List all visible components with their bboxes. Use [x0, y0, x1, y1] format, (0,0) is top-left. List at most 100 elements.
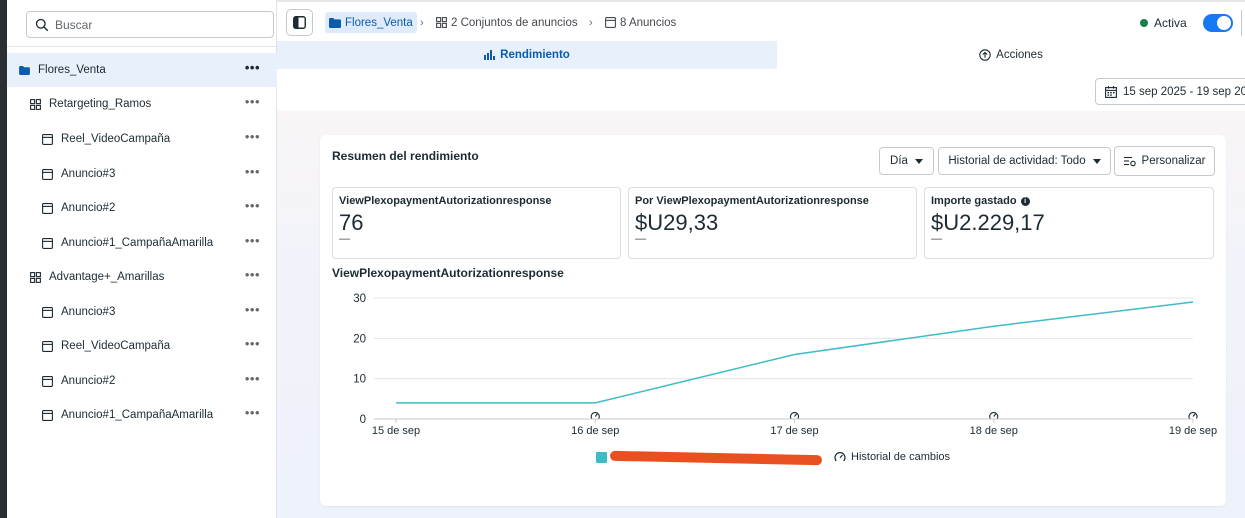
sidebar-tree-item[interactable]: Anuncio#3 ••• — [7, 295, 277, 329]
ad-icon — [605, 17, 616, 28]
ad-icon — [41, 375, 53, 387]
ad-icon — [41, 202, 53, 214]
sidebar-tree-item[interactable]: Reel_VideoCampaña ••• — [7, 329, 277, 363]
sidebar-tree-item[interactable]: Anuncio#1_CampañaAmarilla ••• — [7, 398, 277, 432]
search-input[interactable] — [55, 17, 255, 32]
tree-item-label: Reel_VideoCampaña — [61, 340, 171, 352]
x-tick-label: 19 de sep — [1169, 425, 1217, 437]
status-dot — [1140, 19, 1148, 27]
date-range-picker[interactable]: 15 sep 2025 - 19 sep 2025 — [1095, 78, 1245, 105]
change-history-marker-needle — [794, 413, 797, 417]
search-box[interactable] — [26, 11, 274, 38]
metric-delta: — — [339, 233, 350, 245]
more-options-icon[interactable]: ••• — [244, 336, 260, 351]
more-options-icon[interactable]: ••• — [244, 302, 260, 317]
metric-card-cost-per-result[interactable]: Por ViewPlexopaymentAutorizationresponse… — [628, 187, 917, 259]
topbar-separator — [1241, 10, 1245, 36]
tab-performance-label: Rendimiento — [500, 49, 570, 61]
tab-actions-label: Acciones — [996, 49, 1043, 61]
more-options-icon[interactable]: ••• — [244, 233, 260, 248]
legend-change-history-label: Historial de cambios — [851, 451, 951, 463]
toggle-panel-button[interactable] — [286, 9, 313, 36]
sidebar-divider — [7, 46, 277, 47]
customize-button[interactable]: Personalizar — [1114, 146, 1215, 176]
sidebar-tree-item[interactable]: Anuncio#2 ••• — [7, 191, 277, 225]
legend-swatch — [596, 451, 607, 463]
y-tick-label: 30 — [353, 293, 366, 305]
more-options-icon[interactable]: ••• — [244, 198, 260, 213]
ad-icon — [41, 168, 53, 180]
y-tick-label: 10 — [353, 374, 366, 386]
date-bar — [277, 69, 1245, 111]
metric-value: $U29,33 — [635, 210, 719, 235]
adset-grid-icon — [29, 98, 41, 110]
info-icon[interactable]: i — [1020, 196, 1030, 206]
more-options-icon[interactable]: ••• — [244, 129, 260, 144]
customize-label: Personalizar — [1141, 155, 1206, 167]
sidebar-tree-item[interactable]: Anuncio#2 ••• — [7, 364, 277, 398]
tree-item-label: Anuncio#2 — [61, 375, 116, 387]
change-history-marker-needle — [1192, 413, 1196, 417]
ad-icon — [41, 409, 53, 421]
breadcrumb-ads[interactable]: 8 Anuncios — [605, 12, 676, 33]
activity-history-dropdown[interactable]: Historial de actividad: Todo — [938, 147, 1111, 175]
breadcrumb-adsets-label: 2 Conjuntos de anuncios — [451, 16, 578, 29]
more-options-icon[interactable]: ••• — [244, 164, 260, 179]
breadcrumb-campaign-label: Flores_Venta — [345, 16, 413, 29]
x-tick-label: 17 de sep — [770, 425, 818, 437]
x-tick-label: 18 de sep — [970, 425, 1018, 437]
gauge-icon — [834, 451, 846, 463]
ad-icon — [41, 340, 53, 352]
sidebar-tree-item[interactable]: Reel_VideoCampaña ••• — [7, 122, 277, 156]
customize-columns-icon — [1123, 156, 1136, 167]
y-tick-label: 20 — [353, 333, 366, 345]
change-history-marker-needle — [594, 413, 598, 417]
sidebar-tree-item[interactable]: Retargeting_Ramos ••• — [7, 87, 277, 121]
x-tick-label: 15 de sep — [372, 425, 420, 437]
tab-performance[interactable]: Rendimiento — [277, 41, 777, 69]
caret-down-icon — [914, 158, 923, 164]
more-options-icon[interactable]: ••• — [244, 405, 260, 420]
change-history-marker — [1188, 412, 1198, 419]
series-line — [396, 301, 1194, 404]
chevron-right-icon: › — [589, 17, 593, 29]
sidebar-tree-item[interactable]: Advantage+_Amarillas ••• — [7, 260, 277, 294]
chart-title: ViewPlexopaymentAutorizationresponse — [332, 266, 564, 280]
change-history-marker — [590, 412, 600, 419]
metric-label: Por ViewPlexopaymentAutorizationresponse — [635, 195, 869, 207]
tree-item-label: Anuncio#2 — [61, 202, 116, 214]
breadcrumb-campaign[interactable]: Flores_Venta — [325, 12, 417, 33]
status-toggle[interactable] — [1203, 14, 1233, 32]
metric-card-results[interactable]: ViewPlexopaymentAutorizationresponse 76 … — [332, 187, 621, 259]
metric-card-amount-spent[interactable]: Importe gastado i $U2.229,17 — — [924, 187, 1214, 259]
metric-value: $U2.229,17 — [931, 210, 1045, 235]
more-options-icon[interactable]: ••• — [244, 371, 260, 386]
ad-icon — [41, 306, 53, 318]
granularity-dropdown[interactable]: Día — [879, 147, 934, 175]
metric-value: 76 — [339, 210, 364, 235]
more-options-icon[interactable]: ••• — [244, 60, 260, 75]
sidebar: Flores_Venta•••Retargeting_Ramos•••Reel_… — [7, 0, 277, 518]
tree-item-label: Anuncio#3 — [61, 306, 116, 318]
more-options-icon[interactable]: ••• — [244, 94, 260, 109]
legend-series[interactable] — [596, 449, 607, 465]
tree-item-label: Anuncio#3 — [61, 168, 116, 180]
circle-arrow-up-icon — [979, 49, 991, 61]
adset-grid-icon — [436, 17, 447, 28]
legend-change-history[interactable]: Historial de cambios — [834, 449, 950, 465]
breadcrumb-adsets[interactable]: 2 Conjuntos de anuncios — [436, 12, 578, 33]
metric-label: Importe gastado — [931, 195, 1017, 207]
view-tabs: Rendimiento Acciones — [277, 41, 1245, 69]
sidebar-tree-item[interactable]: Flores_Venta ••• — [7, 53, 277, 87]
tree-item-label: Flores_Venta — [38, 64, 106, 76]
sidebar-tree-item[interactable]: Anuncio#1_CampañaAmarilla ••• — [7, 226, 277, 260]
status-label: Activa — [1154, 16, 1187, 30]
tree-item-label: Advantage+_Amarillas — [49, 271, 165, 283]
more-options-icon[interactable]: ••• — [244, 267, 260, 282]
tree-item-label: Anuncio#1_CampañaAmarilla — [61, 409, 214, 421]
bar-chart-icon — [484, 50, 496, 60]
tab-actions[interactable]: Acciones — [777, 41, 1245, 69]
metric-label-row: Importe gastado i — [931, 195, 1207, 207]
activity-history-value: Historial de actividad: Todo — [948, 155, 1086, 167]
sidebar-tree-item[interactable]: Anuncio#3 ••• — [7, 157, 277, 191]
